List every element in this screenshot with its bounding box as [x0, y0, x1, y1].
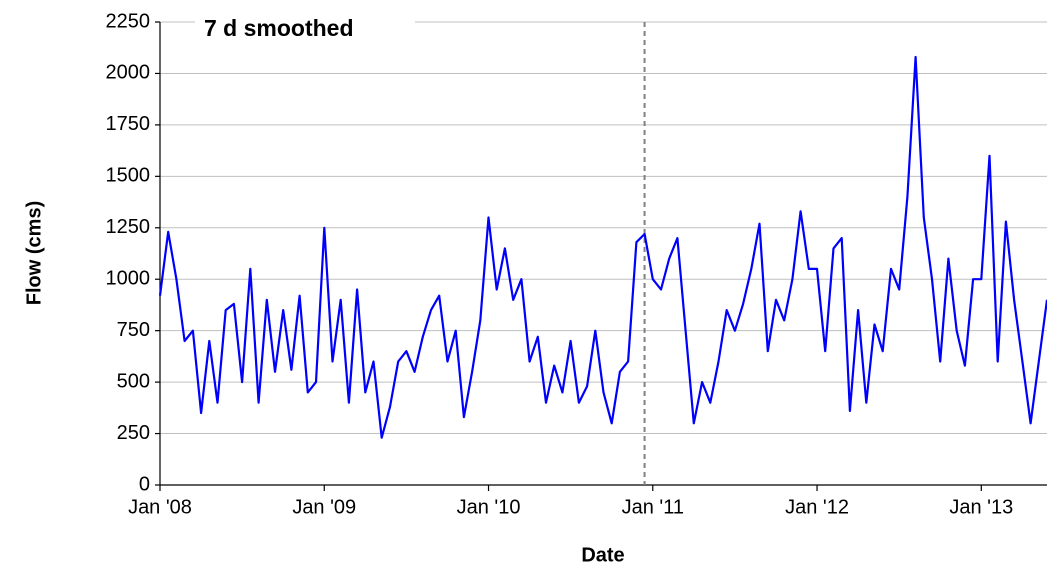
annotation-bg — [195, 10, 415, 46]
y-axis-label: Flow (cms) — [23, 201, 45, 305]
annotation: 7 d smoothed — [204, 15, 354, 41]
x-tick-label: Jan '11 — [622, 496, 684, 518]
y-tick-label: 1500 — [106, 165, 151, 187]
x-tick-label: Jan '13 — [949, 496, 1013, 518]
y-tick-label: 2000 — [106, 62, 151, 84]
y-tick-label: 1750 — [106, 113, 151, 135]
y-tick-label: 750 — [117, 319, 150, 341]
y-tick-label: 1250 — [106, 216, 151, 238]
x-tick-label: Jan '09 — [292, 496, 356, 518]
x-axis-label: Date — [581, 544, 624, 566]
x-tick-label: Jan '08 — [128, 496, 192, 518]
y-tick-label: 500 — [117, 370, 150, 392]
y-tick-label: 0 — [139, 473, 150, 495]
y-tick-label: 1000 — [106, 268, 151, 290]
x-tick-label: Jan '10 — [457, 496, 521, 518]
y-tick-label: 2250 — [106, 10, 151, 32]
x-tick-label: Jan '12 — [785, 496, 849, 518]
flow-line — [158, 55, 1047, 439]
y-tick-label: 250 — [117, 422, 150, 444]
